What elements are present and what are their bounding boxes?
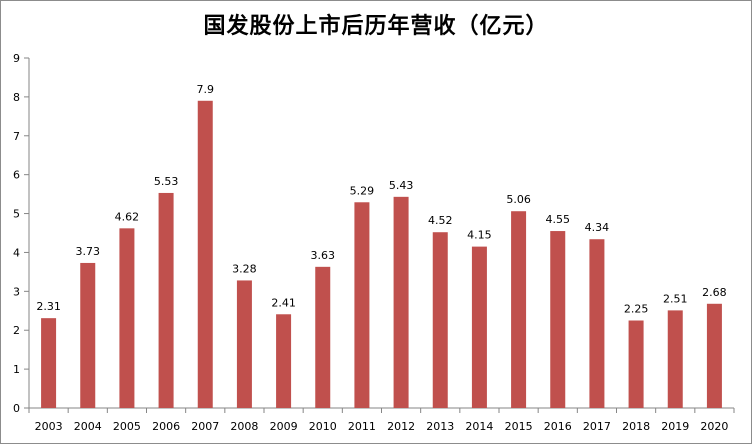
x-tick-label: 2003	[35, 420, 63, 433]
data-label: 4.55	[546, 213, 571, 226]
data-label: 5.06	[506, 193, 531, 206]
x-tick-label: 2007	[191, 420, 219, 433]
data-label: 2.68	[702, 286, 727, 299]
data-label: 2.31	[36, 300, 61, 313]
bar	[471, 246, 487, 408]
x-tick-label: 2017	[583, 420, 611, 433]
bar	[80, 262, 96, 408]
x-tick-label: 2013	[426, 420, 454, 433]
data-label: 5.53	[154, 175, 179, 188]
data-label: 3.63	[311, 249, 336, 262]
bar	[276, 314, 292, 408]
data-label: 4.62	[115, 210, 140, 223]
bar	[315, 266, 331, 408]
data-label: 4.15	[467, 229, 492, 242]
bar	[511, 211, 527, 408]
data-label: 3.28	[232, 262, 257, 275]
chart-title: 国发股份上市后历年营收（亿元）	[203, 13, 549, 39]
bar	[158, 192, 174, 408]
x-tick-label: 2005	[113, 420, 141, 433]
data-label: 5.43	[389, 179, 414, 192]
x-tick-label: 2016	[544, 420, 572, 433]
bar	[432, 232, 448, 408]
bar	[550, 231, 566, 408]
y-tick-label: 2	[13, 324, 20, 337]
data-label: 4.34	[585, 221, 610, 234]
data-label: 3.73	[76, 245, 101, 258]
y-tick-label: 8	[13, 91, 20, 104]
x-tick-label: 2012	[387, 420, 415, 433]
y-tick-label: 1	[13, 363, 20, 376]
x-tick-label: 2011	[348, 420, 376, 433]
bar	[41, 318, 57, 408]
y-tick-label: 0	[13, 402, 20, 415]
x-tick-label: 2010	[309, 420, 337, 433]
data-label: 4.52	[428, 214, 453, 227]
y-tick-label: 6	[13, 169, 20, 182]
data-label: 2.51	[663, 292, 688, 305]
bar	[354, 202, 370, 408]
y-tick-label: 4	[13, 246, 20, 259]
x-tick-label: 2006	[152, 420, 180, 433]
x-tick-label: 2020	[700, 420, 728, 433]
bar	[236, 280, 252, 408]
y-tick-label: 3	[13, 285, 20, 298]
bar	[393, 196, 409, 408]
bar	[589, 239, 605, 408]
data-label: 2.41	[271, 296, 296, 309]
bar	[628, 320, 644, 408]
y-tick-label: 9	[13, 52, 20, 65]
data-label: 5.29	[350, 184, 375, 197]
bar	[706, 303, 722, 408]
y-tick-label: 7	[13, 130, 20, 143]
x-tick-label: 2008	[230, 420, 258, 433]
x-tick-label: 2009	[270, 420, 298, 433]
x-tick-label: 2018	[622, 420, 650, 433]
x-tick-label: 2015	[505, 420, 533, 433]
x-tick-label: 2014	[465, 420, 493, 433]
x-tick-label: 2019	[661, 420, 689, 433]
bar	[667, 310, 683, 408]
y-tick-label: 5	[13, 208, 20, 221]
bar	[197, 100, 213, 409]
data-label: 7.9	[197, 83, 215, 96]
bar	[119, 228, 135, 408]
x-tick-label: 2004	[74, 420, 102, 433]
data-label: 2.25	[624, 303, 649, 316]
